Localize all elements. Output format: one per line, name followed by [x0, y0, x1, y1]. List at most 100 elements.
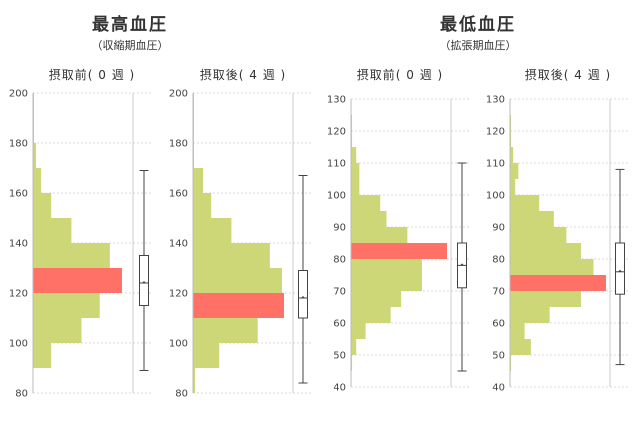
y-tick-label: 60 [333, 319, 346, 330]
histogram-bar [193, 168, 204, 193]
group-subtitle: （収縮期血圧） [92, 38, 169, 52]
histogram-bar [510, 307, 550, 323]
y-tick-label: 140 [9, 239, 28, 250]
histogram-bar [33, 143, 37, 168]
y-tick-label: 90 [333, 223, 346, 234]
y-tick-label: 200 [9, 89, 28, 100]
boxplot-mean-marker [618, 269, 622, 272]
histogram-bar [351, 227, 408, 243]
histogram-bar [351, 147, 357, 163]
histogram-bar-mode [351, 243, 447, 259]
histogram-bar [510, 339, 531, 355]
y-tick-label: 90 [492, 223, 505, 234]
panel-title: 摂取前( 0 週 ) [357, 67, 443, 82]
boxplot-mean-marker [142, 281, 146, 283]
histogram-bar [351, 179, 360, 195]
y-tick-label: 100 [327, 191, 346, 202]
y-tick-label: 60 [492, 319, 505, 330]
panel-2: 摂取後( 4 週 ) 80 100 120 140 160 180 200 [169, 67, 313, 400]
histogram-bar [510, 131, 512, 147]
histogram-bar [193, 93, 195, 118]
histogram-bar-mode [33, 268, 122, 293]
histogram-bar [351, 307, 391, 323]
y-tick-label: 160 [169, 189, 188, 200]
histogram-bar [193, 243, 270, 268]
y-tick-label: 140 [169, 239, 188, 250]
panel-3: 摂取前( 0 週 ) 40 50 60 70 80 90 100 110 120 130 [327, 67, 471, 394]
y-tick-label: 50 [333, 351, 346, 362]
histogram-bar [351, 115, 353, 131]
boxplot-box [615, 242, 625, 295]
panel-title: 摂取後( 4 週 ) [525, 67, 611, 82]
group-title: 最低血圧 [440, 14, 516, 35]
boxplot-box [298, 270, 308, 319]
histogram-bar [351, 163, 360, 179]
histogram-bar [510, 179, 516, 195]
histogram-bar [510, 147, 514, 163]
y-tick-label: 110 [486, 159, 505, 170]
histogram-bar [33, 168, 42, 193]
histogram-bar-mode [510, 275, 606, 291]
histogram-bar [351, 259, 422, 275]
y-tick-label: 40 [492, 383, 505, 394]
histogram-bar [351, 355, 353, 371]
histogram-bar [33, 193, 52, 218]
histogram-bar [351, 195, 381, 211]
histogram-bar [351, 275, 422, 291]
histogram-bar [351, 131, 353, 147]
group-subtitle: （拡張期血圧） [440, 38, 517, 52]
y-tick-label: 110 [327, 159, 346, 170]
histogram-bar [193, 193, 212, 218]
panel-1: 摂取前( 0 週 ) 80 100 120 140 160 180 200 [9, 67, 153, 400]
histogram-bar-mode [193, 293, 284, 318]
histogram-bar [193, 143, 195, 168]
histogram-bar [33, 243, 110, 268]
histogram-bar [351, 323, 366, 339]
histogram-bar [351, 211, 387, 227]
y-tick-label: 100 [486, 191, 505, 202]
y-tick-label: 80 [175, 389, 188, 400]
y-tick-label: 180 [9, 139, 28, 150]
y-tick-label: 40 [333, 383, 346, 394]
y-tick-label: 120 [169, 289, 188, 300]
y-tick-label: 80 [15, 389, 28, 400]
y-tick-label: 120 [486, 127, 505, 138]
histogram-bar [510, 211, 554, 227]
y-tick-label: 160 [9, 189, 28, 200]
histogram-bar [510, 115, 512, 131]
histogram-bar [33, 318, 82, 343]
histogram-bar [33, 293, 100, 318]
histogram-bar [193, 218, 232, 243]
histogram-bar [510, 291, 581, 307]
boxplot-box [139, 255, 149, 306]
boxplot-mean-marker [460, 263, 464, 266]
histogram-bar [351, 291, 402, 307]
panel-4: 摂取後( 4 週 ) 40 50 60 70 80 90 100 110 120 130 [486, 67, 630, 394]
y-tick-label: 120 [9, 289, 28, 300]
histogram-bar [510, 355, 512, 371]
boxplot-mean-marker [301, 296, 305, 298]
histogram-bar [33, 218, 72, 243]
group-title: 最高血圧 [92, 14, 168, 35]
histogram-bar [510, 259, 594, 275]
histogram-bar [33, 93, 35, 118]
histogram-bar [510, 163, 519, 179]
y-tick-label: 130 [486, 95, 505, 106]
y-tick-label: 80 [333, 255, 346, 266]
y-tick-label: 180 [169, 139, 188, 150]
y-tick-label: 70 [492, 287, 505, 298]
histogram-bar [33, 343, 52, 368]
histogram-bar [510, 323, 525, 339]
y-tick-label: 100 [169, 339, 188, 350]
histogram-bar [193, 118, 195, 143]
histogram-bar [510, 227, 567, 243]
histogram-bar [510, 195, 540, 211]
histogram-bar [193, 318, 258, 343]
y-tick-label: 50 [492, 351, 505, 362]
histogram-bar [33, 118, 35, 143]
y-tick-label: 70 [333, 287, 346, 298]
histogram-bar [351, 339, 357, 355]
panel-title: 摂取後( 4 週 ) [200, 67, 286, 82]
histogram-bar [510, 243, 581, 259]
